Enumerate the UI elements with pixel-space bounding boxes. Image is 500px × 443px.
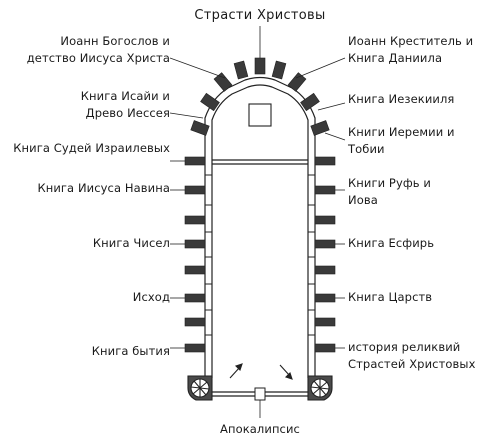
label-esther: Книга Есфирь [348,235,434,252]
label-line: Книга Иисуса Навина [37,181,170,195]
label-line: Книга Судей Израилевых [13,141,170,155]
right-entry-arrow [279,364,293,380]
label-apocalypse: Апокалипсис [220,422,300,436]
label-ruth: Книги Руфь и Иова [348,175,431,209]
leader-lines [169,26,346,418]
label-line: Иоанн Богослов и [60,34,170,48]
right-nave-windows [314,156,336,353]
label-line: Книга бытия [91,344,170,358]
label-line: Иоанн Креститель и [348,34,474,48]
label-isaiah: Книга Исайи и Древо Иессея [81,88,170,122]
chapel-walls [204,76,316,397]
label-line: Книга Чисел [92,236,170,250]
wall-segments [205,174,315,336]
label-line: Иова [348,193,378,207]
left-stair-turret [187,375,213,401]
left-entry-arrow [229,363,243,379]
label-line: Тобии [348,142,385,156]
apse-windows [190,57,330,136]
label-relics: история реликвий Страстей Христовых [348,339,475,373]
label-line: Книги Руфь и [348,176,432,190]
label-line: Книга Даниила [348,51,443,65]
label-line: Книга Исайи и [80,89,170,103]
label-jeremiah: Книги Иеремии и Тобии [348,124,455,158]
right-stair-turret [307,375,333,401]
label-line: детство Иисуса Христа [26,51,170,65]
label-line: история реликвий [348,340,461,354]
label-line: Книга Царств [348,290,433,304]
label-line: Книги Иеремии и [348,125,455,139]
label-john-baptist: Иоанн Креститель и Книга Даниила [348,33,473,67]
west-door [254,387,266,401]
label-line: Исход [132,290,170,304]
label-line: Древо Иессея [85,106,170,120]
left-nave-windows [184,156,206,353]
label-genesis: Книга бытия [92,343,170,360]
altar-square [248,103,272,127]
label-line: Книга Иезекииля [348,92,455,106]
label-exodus: Исход [133,289,170,306]
label-kings: Книга Царств [348,289,432,306]
label-john-evangelist: Иоанн Богослов и детство Иисуса Христа [27,33,170,67]
label-line: Книга Есфирь [348,236,435,250]
label-joshua: Книга Иисуса Навина [37,180,170,197]
diagram-title: Страсти Христовы [194,8,326,23]
label-numbers: Книга Чисел [93,235,170,252]
label-judges: Книга Судей Израилевых [13,140,170,157]
label-line: Страстей Христовых [348,357,476,371]
label-ezekiel: Книга Иезекииля [348,91,454,108]
